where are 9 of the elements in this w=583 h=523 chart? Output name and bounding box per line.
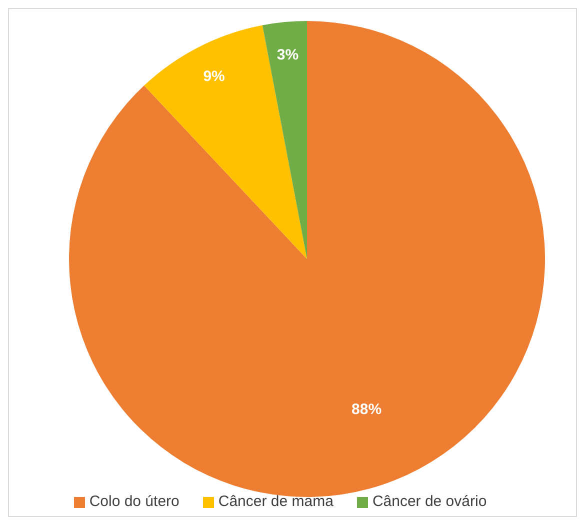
legend-label: Colo do útero xyxy=(89,493,180,510)
legend-label: Câncer de mama xyxy=(218,493,334,510)
pie-slice xyxy=(69,21,545,497)
pie-slice xyxy=(262,21,307,259)
data-label: 9% xyxy=(203,68,225,86)
data-label: 88% xyxy=(352,400,382,418)
pie-slice xyxy=(144,25,307,259)
legend-label: Câncer de ovário xyxy=(372,493,487,510)
data-label: 3% xyxy=(276,46,299,64)
